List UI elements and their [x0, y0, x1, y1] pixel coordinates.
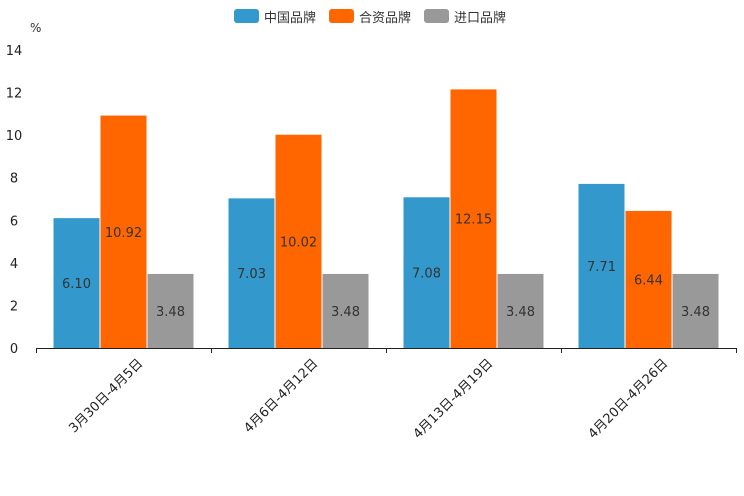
bar-series2-cat3 [672, 273, 719, 348]
bar-series2-cat2 [497, 273, 544, 348]
legend-swatch-imported-brand [424, 9, 449, 23]
legend-swatch-joint-venture-brand [329, 9, 354, 23]
data-label-series1-cat1: 10.02 [280, 235, 317, 250]
y-tick-label-6: 12 [6, 87, 23, 102]
bar-series0-cat0 [53, 218, 100, 348]
data-label-series2-cat1: 3.48 [331, 305, 360, 320]
data-label-series1-cat2: 12.15 [455, 213, 492, 228]
y-tick-label-0: 0 [10, 342, 18, 357]
y-tick-label-1: 2 [10, 299, 18, 314]
bar-series1-cat1 [275, 134, 322, 348]
x-category-label-3: 4月20日-4月26日 [586, 356, 672, 442]
bar-series1-cat0 [100, 115, 147, 348]
x-category-label-2: 4月13日-4月19日 [411, 356, 497, 442]
data-label-series2-cat2: 3.48 [506, 305, 535, 320]
legend-label-china-brand: 中国品牌 [264, 10, 317, 26]
y-tick-label-3: 6 [10, 214, 18, 229]
legend-item-imported-brand[interactable]: 进口品牌 [424, 6, 506, 26]
data-label-series0-cat3: 7.71 [587, 260, 616, 275]
legend-label-joint-venture-brand: 合资品牌 [359, 10, 412, 26]
y-tick-label-4: 8 [10, 172, 18, 187]
data-label-series0-cat1: 7.03 [237, 267, 266, 282]
x-category-label-1: 4月6日-4月12日 [241, 356, 321, 436]
y-tick-label-5: 10 [6, 129, 23, 144]
legend-item-china-brand[interactable]: 中国品牌 [234, 6, 316, 26]
legend-swatch-china-brand [234, 9, 259, 23]
data-label-series0-cat2: 7.08 [412, 267, 441, 282]
bar-series0-cat3 [578, 183, 625, 348]
data-label-series2-cat0: 3.48 [156, 305, 185, 320]
bar-series2-cat0 [147, 273, 194, 348]
y-tick-label-2: 4 [10, 257, 18, 272]
y-axis-unit-label: % [30, 21, 42, 35]
bar-series0-cat2 [403, 197, 450, 348]
bar-series2-cat1 [322, 273, 369, 348]
data-label-series1-cat0: 10.92 [105, 226, 142, 241]
legend-label-imported-brand: 进口品牌 [454, 10, 507, 26]
legend-item-joint-venture-brand[interactable]: 合资品牌 [329, 6, 411, 26]
bar-series1-cat2 [450, 89, 497, 348]
x-category-label-0: 3月30日-4月5日 [66, 356, 146, 436]
data-label-series1-cat3: 6.44 [634, 273, 663, 288]
data-label-series2-cat3: 3.48 [681, 305, 710, 320]
bar-series0-cat1 [228, 198, 275, 348]
bar-series1-cat3 [625, 210, 672, 348]
data-label-series0-cat0: 6.10 [62, 277, 91, 292]
chart-legend: 中国品牌 合资品牌 进口品牌 [0, 6, 744, 28]
y-tick-label-7: 14 [6, 44, 23, 59]
